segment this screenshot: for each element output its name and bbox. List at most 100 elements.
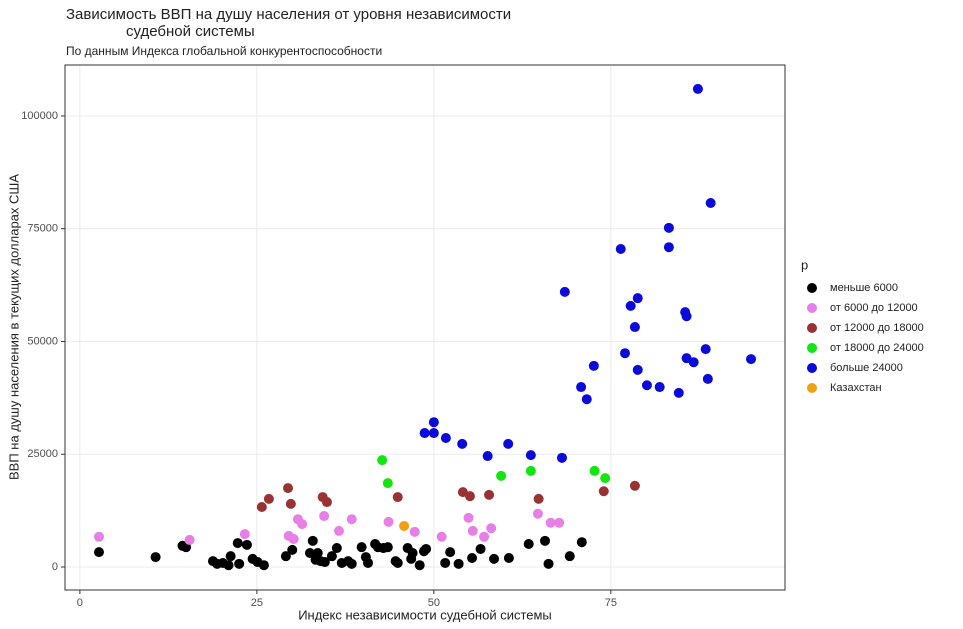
point <box>331 543 342 554</box>
legend-marker <box>807 383 817 393</box>
point <box>654 382 665 393</box>
legend-title: p <box>801 257 808 272</box>
point <box>700 344 711 355</box>
legend-marker <box>807 343 817 353</box>
point <box>556 452 567 463</box>
point <box>445 547 456 558</box>
point <box>673 387 684 398</box>
point <box>436 531 447 542</box>
point <box>241 539 252 550</box>
point <box>184 534 195 545</box>
point <box>681 311 692 322</box>
legend-label: от 6000 до 12000 <box>830 302 918 314</box>
x-axis-label: Индекс независимости судебной системы <box>298 607 552 622</box>
point <box>285 498 296 509</box>
point <box>93 547 104 558</box>
point <box>363 557 374 568</box>
plot-border <box>64 64 786 591</box>
point <box>489 553 500 564</box>
point <box>705 198 716 209</box>
point <box>407 548 418 559</box>
point <box>496 470 507 481</box>
point <box>702 373 713 384</box>
point <box>409 526 420 537</box>
point <box>392 492 403 503</box>
point <box>486 523 497 534</box>
point <box>467 525 478 536</box>
y-tick-label: 25000 <box>27 448 58 460</box>
chart-subtitle: По данным Индекса глобальной конкурентос… <box>66 44 382 58</box>
chart-title: судебной системы <box>126 23 255 40</box>
point <box>632 293 643 304</box>
point <box>280 551 291 562</box>
point <box>312 548 323 559</box>
point <box>615 244 626 255</box>
point <box>589 465 600 476</box>
point <box>688 357 699 368</box>
point <box>598 486 609 497</box>
point <box>453 558 464 569</box>
legend-label: меньше 6000 <box>830 282 898 294</box>
point <box>663 222 674 233</box>
point <box>545 517 556 528</box>
point <box>440 433 451 444</box>
point <box>463 512 474 523</box>
legend-marker <box>807 283 817 293</box>
point <box>399 520 410 531</box>
point <box>428 428 439 439</box>
legend-label: больше 24000 <box>830 362 903 374</box>
point <box>356 542 367 553</box>
legend-label: от 12000 до 18000 <box>830 322 924 334</box>
point <box>258 560 269 571</box>
point <box>532 508 543 519</box>
x-tick-label: 75 <box>605 597 617 609</box>
point <box>326 551 337 562</box>
legend-marker <box>807 363 817 373</box>
point <box>304 548 315 559</box>
point <box>421 543 432 554</box>
point <box>663 242 674 253</box>
point <box>297 519 308 530</box>
point <box>307 535 318 546</box>
x-tick-label: 25 <box>251 597 263 609</box>
point <box>288 534 299 545</box>
y-tick-label: 0 <box>52 561 58 573</box>
point <box>625 300 636 311</box>
point <box>321 497 332 508</box>
point <box>283 483 294 494</box>
point <box>225 551 236 562</box>
point <box>588 360 599 371</box>
point <box>232 538 243 549</box>
point <box>692 83 703 94</box>
point <box>419 428 430 439</box>
y-tick-label: 75000 <box>27 223 58 235</box>
point <box>382 478 393 489</box>
point <box>641 380 652 391</box>
y-axis-label: ВВП на душу населения в текущих долларах… <box>6 174 21 480</box>
legend-label: Казахстан <box>830 382 882 394</box>
legend-marker <box>807 303 817 313</box>
point <box>503 552 514 563</box>
legend-label: от 18000 до 24000 <box>830 342 924 354</box>
point <box>600 473 611 484</box>
point <box>319 511 330 522</box>
point <box>632 364 643 375</box>
point <box>484 489 495 500</box>
point <box>383 516 394 527</box>
point <box>256 502 267 513</box>
point <box>392 557 403 568</box>
point <box>263 493 274 504</box>
point <box>223 560 234 571</box>
point <box>620 348 630 359</box>
point <box>559 286 570 297</box>
point <box>554 517 565 528</box>
point <box>414 560 425 571</box>
point <box>239 529 250 540</box>
point <box>479 531 490 542</box>
point <box>287 544 298 555</box>
point <box>523 538 534 549</box>
point <box>234 558 245 569</box>
point <box>150 552 161 563</box>
point <box>576 382 587 393</box>
point <box>319 557 330 568</box>
